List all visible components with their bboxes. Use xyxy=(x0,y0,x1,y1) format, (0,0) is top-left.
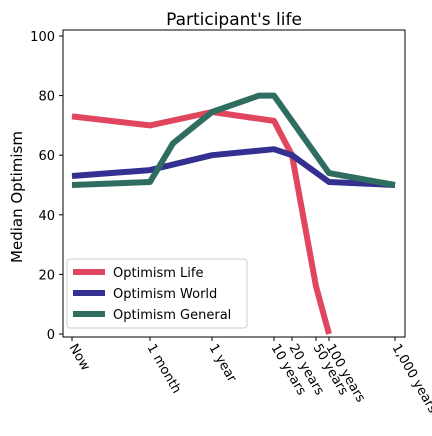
x-tick-label: Now xyxy=(66,342,93,374)
x-tick-label: 1,000 years xyxy=(389,342,432,416)
legend-label-0: Optimism Life xyxy=(113,266,203,281)
y-tick-label: 40 xyxy=(38,209,55,224)
chart-title: Participant's life xyxy=(166,10,302,30)
y-tick-label: 80 xyxy=(38,90,55,105)
x-tick-label: 1 year xyxy=(206,342,240,386)
series-line-2 xyxy=(71,92,396,188)
y-axis-label: Median Optimism xyxy=(8,131,26,263)
legend-box xyxy=(66,258,248,329)
y-tick-label: 20 xyxy=(38,268,55,283)
x-tick-label: 1 month xyxy=(144,342,184,397)
y-tick-label: 60 xyxy=(38,149,55,164)
y-tick-label: 100 xyxy=(30,30,55,45)
series-line-0 xyxy=(71,109,332,335)
y-tick-label: 0 xyxy=(47,328,55,343)
series-line-1 xyxy=(71,146,396,188)
legend-label-2: Optimism General xyxy=(113,308,231,323)
axes-frame xyxy=(62,29,406,338)
legend-label-1: Optimism World xyxy=(113,287,217,302)
